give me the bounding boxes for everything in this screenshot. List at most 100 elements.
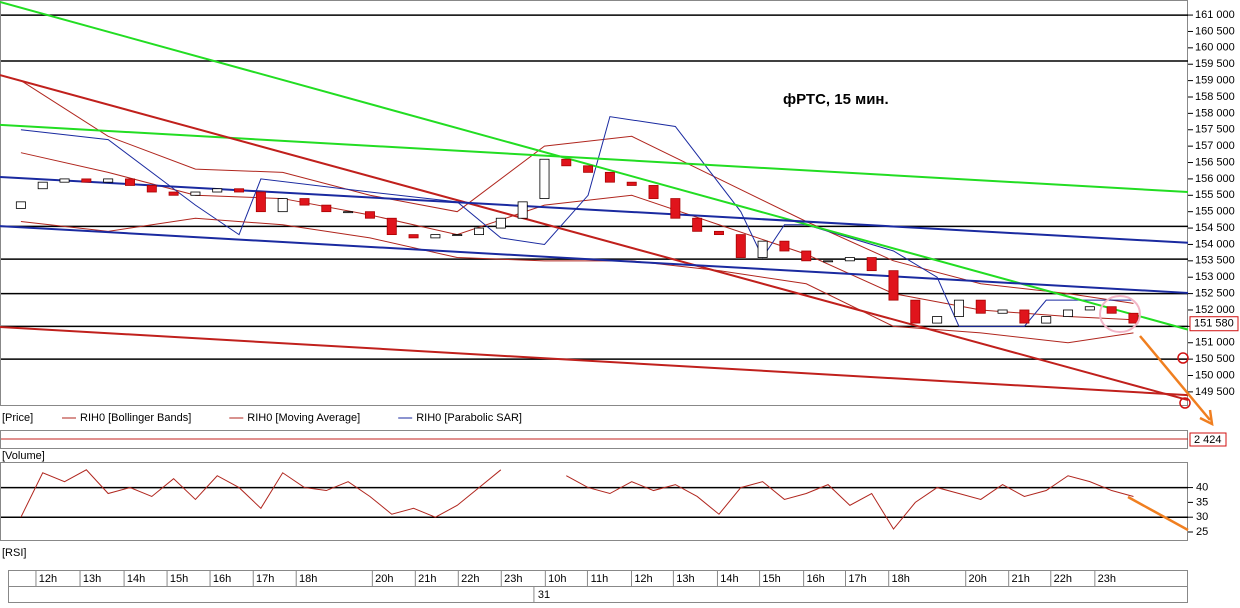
time-label: 15h (170, 573, 188, 585)
y-tick-label: 149 500 (1195, 386, 1235, 398)
time-label: 23h (1098, 573, 1116, 585)
y-tick-label: 150 000 (1195, 369, 1235, 381)
trend-line (0, 123, 1189, 194)
y-tick-label: 158 000 (1195, 107, 1235, 119)
y-tick-label: 160 500 (1195, 25, 1235, 37)
candle (103, 178, 114, 183)
trend-line (0, 326, 1189, 397)
indicator-line (20, 152, 1134, 321)
y-tick-label: 157 000 (1195, 140, 1235, 152)
rsi-tick-label: 25 (1196, 526, 1208, 538)
time-label: 13h (676, 573, 694, 585)
time-label: 12h (634, 573, 652, 585)
candle (561, 158, 572, 167)
candle (81, 178, 92, 183)
candle (866, 257, 877, 272)
candle (168, 191, 179, 196)
rsi-forecast-arrow (1127, 495, 1189, 532)
candle (604, 171, 615, 183)
trend-line (0, 225, 1189, 294)
y-tick-label: 155 000 (1195, 206, 1235, 218)
candle (474, 227, 484, 236)
y-tick-label: 156 000 (1195, 173, 1235, 185)
price-panel (0, 0, 1188, 406)
forecast-arrowhead (1199, 409, 1214, 427)
candle (517, 201, 528, 219)
indicator-line (20, 116, 1134, 327)
y-tick-label: 150 500 (1195, 353, 1235, 365)
time-label: 21h (1012, 573, 1030, 585)
legend-label: RIH0 [Bollinger Bands] (80, 412, 191, 424)
rsi-tick-label: 40 (1196, 481, 1208, 493)
candle (37, 181, 48, 190)
time-label: 18h (892, 573, 910, 585)
bollinger-lower (20, 217, 1134, 344)
y-tick-label: 152 000 (1195, 304, 1235, 316)
candle (1041, 316, 1052, 324)
rsi-label: [RSI] (2, 547, 26, 559)
time-label: 23h (504, 573, 522, 585)
time-label: 18h (299, 573, 317, 585)
candle (59, 178, 70, 183)
candle (910, 299, 921, 324)
y-tick-label: 154 000 (1195, 238, 1235, 250)
volume-box (1189, 432, 1227, 447)
y-tick-label: 152 500 (1195, 287, 1235, 299)
candle (234, 188, 245, 193)
y-tick-label: 160 000 (1195, 42, 1235, 54)
time-label: 16h (213, 573, 231, 585)
candle (823, 260, 834, 263)
y-tick-label: 154 500 (1195, 222, 1235, 234)
candle (1063, 309, 1073, 317)
time-label: 16h (806, 573, 824, 585)
time-label: 17h (848, 573, 866, 585)
candle (1106, 306, 1117, 314)
y-tick-label: 153 500 (1195, 255, 1235, 267)
candle (15, 201, 26, 209)
legend-label: RIH0 [Moving Average] (247, 412, 360, 424)
time-label: 17h (256, 573, 274, 585)
candle (932, 316, 943, 324)
candle (190, 191, 201, 196)
candle (997, 309, 1008, 314)
candle (321, 204, 332, 213)
rsi-line (20, 469, 502, 518)
candle (975, 299, 986, 314)
last-price-label: 151 580 (1194, 318, 1234, 330)
time-label: 20h (969, 573, 987, 585)
y-tick-label: 156 500 (1195, 156, 1235, 168)
candle (735, 234, 746, 258)
time-label: 15h (762, 573, 780, 585)
rsi-line (566, 475, 1134, 530)
candle (386, 217, 397, 236)
y-tick-label: 161 000 (1195, 9, 1235, 21)
rsi-tick-label: 30 (1196, 511, 1208, 523)
candle (888, 270, 899, 301)
rsi-panel (0, 462, 1188, 541)
trend-line (0, 1, 1189, 331)
y-tick-label: 153 000 (1195, 271, 1235, 283)
candle (125, 178, 135, 186)
candle (844, 257, 855, 262)
time-label: 22h (1054, 573, 1072, 585)
candle (146, 185, 157, 193)
price-label: [Price] (2, 412, 33, 424)
highlight-circle (1099, 295, 1141, 333)
time-label: 10h (548, 573, 566, 585)
candle (1128, 312, 1139, 324)
time-label: 14h (720, 573, 738, 585)
candle (801, 250, 812, 262)
candle (299, 198, 310, 206)
candle (714, 230, 724, 236)
date-label: 31 (538, 589, 550, 601)
candle (539, 158, 550, 199)
candle (495, 217, 506, 229)
y-tick-label: 159 500 (1195, 58, 1235, 70)
time-label: 21h (418, 573, 436, 585)
chart-title: фРТС, 15 мин. (783, 91, 889, 108)
candle (364, 211, 375, 219)
time-label: 14h (127, 573, 145, 585)
legend-label: RIH0 [Parabolic SAR] (416, 412, 522, 424)
